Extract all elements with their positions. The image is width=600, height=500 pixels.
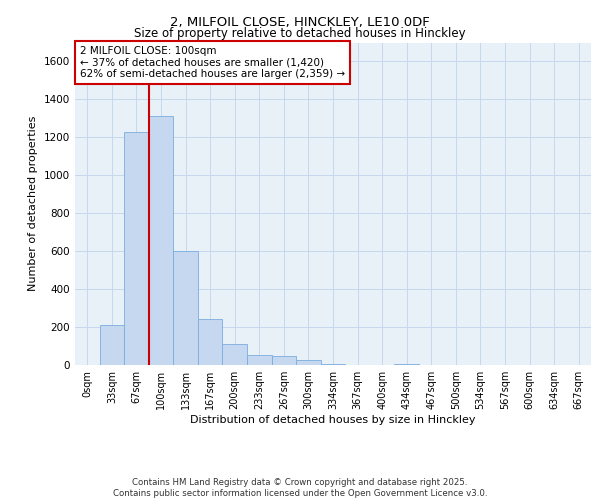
Bar	[124, 132, 149, 365]
Bar	[394, 364, 419, 365]
Text: Size of property relative to detached houses in Hinckley: Size of property relative to detached ho…	[134, 28, 466, 40]
Bar	[100, 325, 124, 365]
Bar	[321, 364, 345, 365]
Bar	[296, 360, 321, 365]
Bar	[223, 344, 247, 365]
Bar	[247, 354, 272, 365]
Bar	[149, 116, 173, 365]
Bar	[198, 320, 223, 365]
Bar	[173, 251, 198, 365]
Bar	[272, 356, 296, 365]
X-axis label: Distribution of detached houses by size in Hinckley: Distribution of detached houses by size …	[190, 415, 476, 425]
Text: 2, MILFOIL CLOSE, HINCKLEY, LE10 0DF: 2, MILFOIL CLOSE, HINCKLEY, LE10 0DF	[170, 16, 430, 29]
Text: 2 MILFOIL CLOSE: 100sqm
← 37% of detached houses are smaller (1,420)
62% of semi: 2 MILFOIL CLOSE: 100sqm ← 37% of detache…	[80, 46, 345, 79]
Text: Contains HM Land Registry data © Crown copyright and database right 2025.
Contai: Contains HM Land Registry data © Crown c…	[113, 478, 487, 498]
Y-axis label: Number of detached properties: Number of detached properties	[28, 116, 38, 292]
